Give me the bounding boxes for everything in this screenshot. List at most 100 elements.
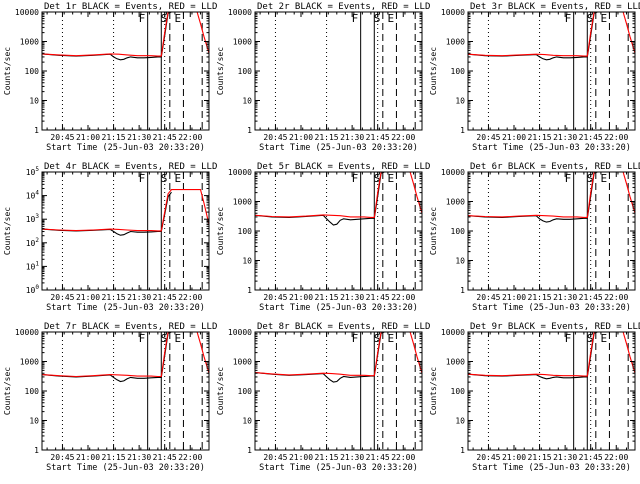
panel-title: Det 3r BLACK = Events, RED = LLD	[470, 2, 640, 12]
x-axis-title: Start Time (25-Jun-03 20:33:20)	[46, 303, 205, 313]
y-tick-label: 103	[26, 213, 40, 224]
y-tick-label: 100	[238, 67, 253, 76]
y-tick-label: 1	[247, 286, 252, 295]
y-axis-title: Counts/sec	[429, 367, 438, 415]
series-line-lld	[468, 12, 635, 57]
marker-label: S	[161, 172, 168, 185]
plot-frame	[254, 331, 423, 451]
y-tick-label: 100	[26, 284, 40, 295]
y-tick-label: 1000	[233, 358, 252, 367]
x-tick-label: 20:45	[263, 293, 287, 302]
x-tick-label: 21:00	[502, 133, 526, 142]
panel-title: Det 1r BLACK = Events, RED = LLD	[44, 2, 217, 12]
x-axis-title: Start Time (25-Jun-03 20:33:20)	[259, 143, 418, 153]
marker-label: E	[600, 172, 607, 185]
marker-label: F	[565, 172, 572, 185]
marker-label: E	[600, 332, 607, 345]
series-line-lld	[255, 172, 422, 218]
panel-title: Det 6r BLACK = Events, RED = LLD	[470, 162, 640, 172]
y-tick-label: 10000	[441, 328, 465, 337]
x-tick-label: 21:45	[153, 133, 177, 142]
plot-frame	[41, 171, 210, 291]
series-line-events	[468, 332, 598, 380]
y-tick-label: 1000	[20, 358, 39, 367]
y-tick-label: 1	[34, 126, 39, 135]
series-group	[468, 332, 635, 380]
marker-label: E	[387, 12, 394, 25]
x-tick-label: 21:00	[76, 453, 100, 462]
x-tick-label: 20:45	[476, 293, 500, 302]
series-group	[42, 189, 209, 236]
x-tick-label: 21:00	[502, 293, 526, 302]
x-tick-label: 21:30	[553, 293, 577, 302]
y-axis-title: Counts/sec	[216, 207, 225, 255]
marker-label: E	[387, 332, 394, 345]
series-group	[42, 12, 209, 61]
series-line-events	[42, 332, 172, 383]
y-tick-label: 10000	[15, 328, 39, 337]
marker-label: F	[139, 332, 146, 345]
x-tick-label: 21:15	[102, 293, 126, 302]
series-line-lld	[42, 12, 209, 57]
series-group	[255, 332, 422, 383]
y-tick-label: 1	[247, 126, 252, 135]
x-axis-title: Start Time (25-Jun-03 20:33:20)	[46, 143, 205, 153]
x-tick-label: 21:30	[127, 293, 151, 302]
panel-title: Det 7r BLACK = Events, RED = LLD	[44, 322, 217, 332]
series-line-lld	[42, 332, 209, 378]
panel-title: Det 2r BLACK = Events, RED = LLD	[257, 2, 430, 12]
x-tick-label: 21:30	[340, 293, 364, 302]
series-line-events	[468, 12, 598, 61]
series-line-lld	[468, 172, 635, 218]
series-group	[255, 172, 422, 226]
plot-frame	[41, 331, 210, 451]
y-tick-label: 10000	[228, 328, 252, 337]
y-tick-label: 10	[29, 417, 39, 426]
marker-label: E	[174, 332, 181, 345]
series-group	[468, 172, 635, 223]
x-axis-title: Start Time (25-Jun-03 20:33:20)	[46, 463, 205, 473]
x-tick-label: 22:00	[604, 133, 628, 142]
panel-title: Det 9r BLACK = Events, RED = LLD	[470, 322, 640, 332]
y-tick-label: 100	[238, 227, 253, 236]
x-tick-label: 21:45	[579, 453, 603, 462]
y-tick-label: 104	[26, 190, 40, 201]
x-tick-label: 21:45	[153, 293, 177, 302]
y-tick-label: 1	[460, 126, 465, 135]
y-tick-label: 1	[460, 286, 465, 295]
y-tick-label: 1000	[446, 38, 465, 47]
x-tick-label: 22:00	[178, 133, 202, 142]
series-line-lld	[255, 332, 422, 377]
x-tick-label: 21:45	[366, 293, 390, 302]
x-axis-title: Start Time (25-Jun-03 20:33:20)	[472, 143, 631, 153]
marker-label: F	[352, 12, 359, 25]
x-tick-label: 22:00	[604, 293, 628, 302]
x-tick-label: 21:45	[153, 453, 177, 462]
y-tick-label: 102	[26, 237, 40, 248]
y-tick-label: 10000	[228, 8, 252, 17]
y-tick-label: 100	[25, 387, 40, 396]
x-tick-label: 21:15	[315, 453, 339, 462]
x-tick-label: 22:00	[391, 293, 415, 302]
panel-title: Det 8r BLACK = Events, RED = LLD	[257, 322, 430, 332]
y-tick-label: 1000	[20, 38, 39, 47]
x-tick-label: 22:00	[391, 133, 415, 142]
plot-frame	[467, 331, 636, 451]
marker-label: S	[587, 172, 594, 185]
y-tick-label: 100	[451, 387, 466, 396]
marker-label: S	[374, 332, 381, 345]
y-tick-label: 10	[242, 417, 252, 426]
y-tick-label: 10	[242, 257, 252, 266]
x-tick-label: 20:45	[50, 293, 74, 302]
y-tick-label: 10	[242, 97, 252, 106]
marker-label: F	[352, 172, 359, 185]
y-tick-label: 100	[238, 387, 253, 396]
x-tick-label: 21:00	[76, 293, 100, 302]
